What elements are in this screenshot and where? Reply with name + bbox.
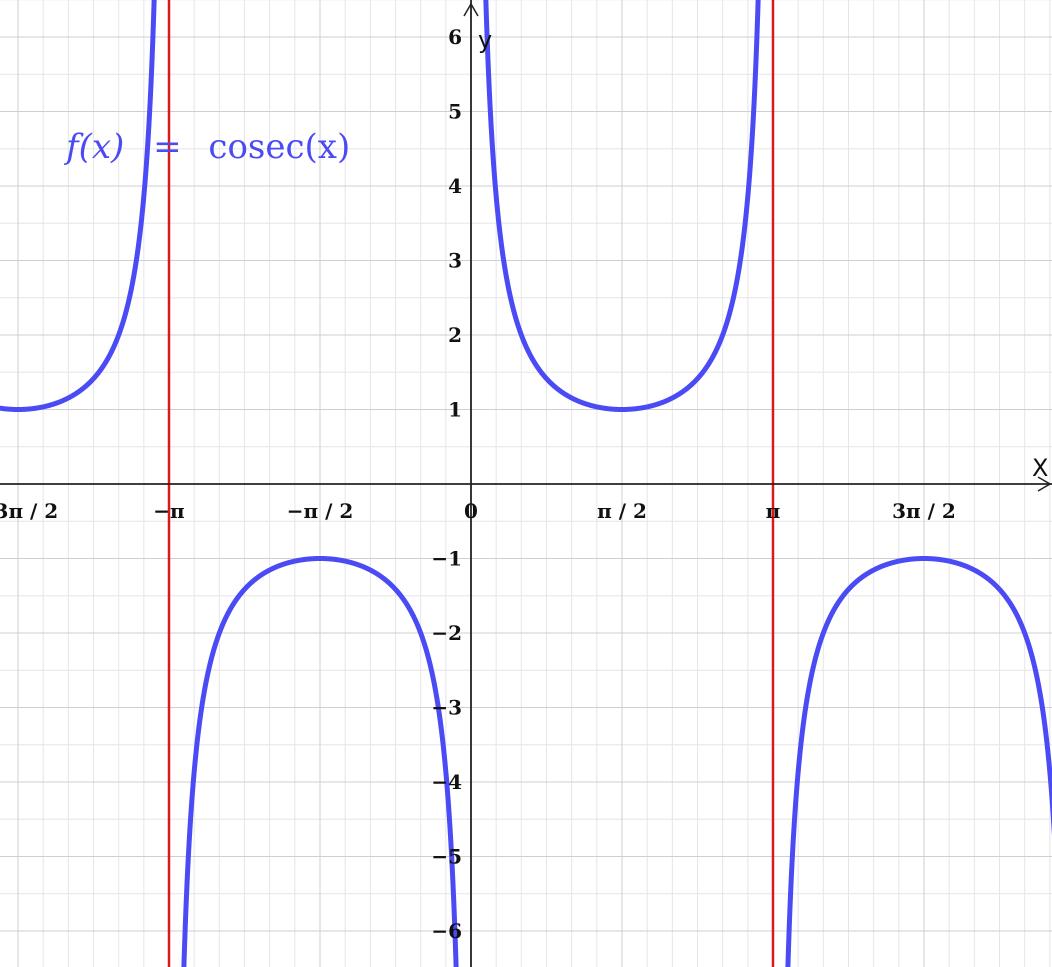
annotations: y X f(x) = cosec(x) j k bbox=[63, 26, 1048, 482]
x-tick-label: 3π / 2 bbox=[892, 499, 956, 523]
x-tick-label: −π bbox=[153, 499, 184, 523]
x-tick-label: −π / 2 bbox=[287, 499, 354, 523]
cosec-branch bbox=[181, 556, 459, 967]
y-tick-label: −1 bbox=[431, 547, 462, 571]
cosec-branch bbox=[785, 556, 1052, 967]
x-tick-label: −3π / 2 bbox=[0, 499, 58, 523]
x-axis-arrow bbox=[1037, 476, 1052, 492]
y-tick-label: −4 bbox=[431, 770, 462, 794]
y-tick-label: 3 bbox=[448, 249, 462, 273]
x-tick-label: π bbox=[766, 499, 781, 523]
y-axis-name: y bbox=[478, 26, 492, 54]
cosec-branch bbox=[483, 0, 761, 412]
y-tick-label: 5 bbox=[448, 100, 462, 124]
x-axis-name: X bbox=[1032, 454, 1048, 482]
function-lhs: f(x) bbox=[63, 127, 124, 167]
function-eq: = bbox=[153, 127, 182, 167]
y-axis-arrow bbox=[463, 2, 479, 17]
function-rhs: cosec(x) bbox=[208, 127, 350, 167]
cosec-branch bbox=[0, 0, 157, 412]
y-tick-label: 4 bbox=[448, 174, 462, 198]
y-tick-label: −6 bbox=[431, 919, 462, 943]
function-label: f(x) = cosec(x) bbox=[63, 127, 350, 167]
y-tick-labels: 6 5 4 3 2 1 −1 −2 −3 −4 −5 −6 bbox=[431, 25, 462, 943]
y-tick-label: 6 bbox=[448, 25, 462, 49]
x-tick-label: π / 2 bbox=[597, 499, 647, 523]
y-tick-label: −3 bbox=[431, 696, 462, 720]
y-tick-label: −2 bbox=[431, 621, 462, 645]
y-tick-label: 2 bbox=[448, 323, 462, 347]
y-tick-label: 1 bbox=[448, 398, 462, 422]
x-tick-label: 0 bbox=[464, 499, 478, 523]
y-tick-label: −5 bbox=[431, 845, 462, 869]
